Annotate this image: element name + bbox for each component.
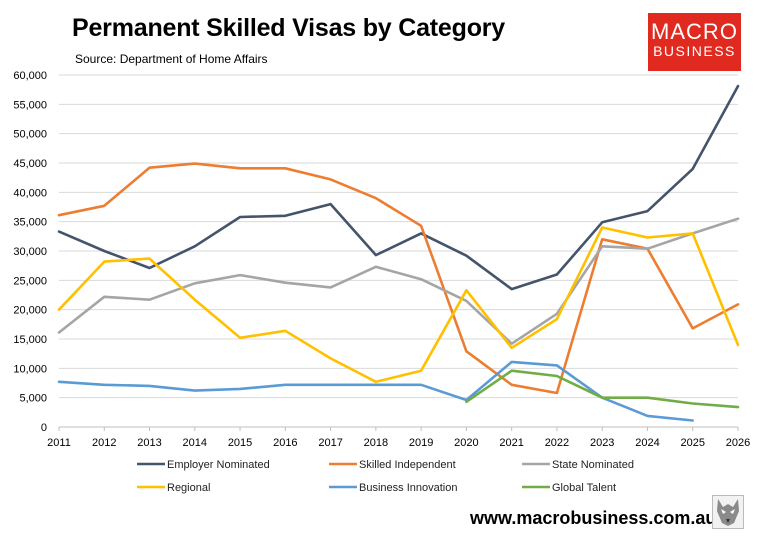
x-tick-label: 2023	[590, 437, 614, 449]
logo-line1: MACRO	[651, 19, 738, 44]
y-tick-label: 60,000	[13, 70, 47, 82]
x-tick-label: 2011	[47, 437, 71, 449]
y-tick-label: 40,000	[13, 187, 47, 199]
x-tick-label: 2026	[726, 437, 750, 449]
legend-label-employer-nominated: Employer Nominated	[167, 459, 270, 471]
legend: Employer Nominated Skilled Independent Sta…	[137, 459, 634, 494]
x-tick-label: 2012	[92, 437, 116, 449]
x-tick-label: 2021	[499, 437, 523, 449]
series-lines	[57, 84, 740, 422]
legend-label-state-nominated: State Nominated	[552, 459, 634, 471]
series-line-business-innovation	[57, 360, 694, 422]
y-tick-label: 45,000	[13, 158, 47, 170]
x-tick-label: 2025	[680, 437, 704, 449]
chart-subtitle: Source: Department of Home Affairs	[75, 52, 268, 66]
series-line-employer-nominated	[57, 84, 740, 291]
website-url: www.macrobusiness.com.au	[470, 508, 717, 528]
legend-label-regional: Regional	[167, 482, 210, 494]
logo-line2: BUSINESS	[653, 43, 736, 59]
chart-title: Permanent Skilled Visas by Category	[72, 14, 506, 42]
y-tick-label: 25,000	[13, 275, 47, 287]
y-tick-label: 50,000	[13, 129, 47, 141]
y-tick-label: 30,000	[13, 246, 47, 258]
x-tick-label: 2015	[228, 437, 252, 449]
y-tick-label: 35,000	[13, 217, 47, 229]
series-line-state-nominated	[57, 217, 740, 345]
legend-label-skilled-independent: Skilled Independent	[359, 459, 456, 471]
y-tick-label: 55,000	[13, 99, 47, 111]
x-tick-label: 2024	[635, 437, 659, 449]
x-tick-label: 2016	[273, 437, 297, 449]
x-tick-label: 2017	[318, 437, 342, 449]
x-tick-label: 2018	[364, 437, 388, 449]
series-line-global-talent	[465, 369, 740, 409]
x-tick-label: 2020	[454, 437, 478, 449]
y-tick-label: 20,000	[13, 305, 47, 317]
y-tick-label: 5,000	[19, 393, 47, 405]
x-tick-label: 2022	[545, 437, 569, 449]
x-tick-label: 2019	[409, 437, 433, 449]
wolf-head-icon	[712, 495, 744, 529]
series-line-skilled-independent	[57, 162, 740, 395]
y-tick-label: 0	[41, 422, 47, 434]
macrobusiness-logo: MACRO BUSINESS	[648, 13, 741, 71]
legend-label-business-innovation: Business Innovation	[359, 482, 457, 494]
grid-lines	[59, 74, 738, 399]
axes: 0 5,000 10,000 15,000 20,000 25,000 30,000 35,0…	[13, 70, 750, 449]
y-tick-label: 10,000	[13, 363, 47, 375]
x-tick-label: 2014	[183, 437, 207, 449]
legend-label-global-talent: Global Talent	[552, 482, 616, 494]
series-line-regional	[57, 226, 740, 384]
x-tick-label: 2013	[137, 437, 161, 449]
y-tick-label: 15,000	[13, 334, 47, 346]
